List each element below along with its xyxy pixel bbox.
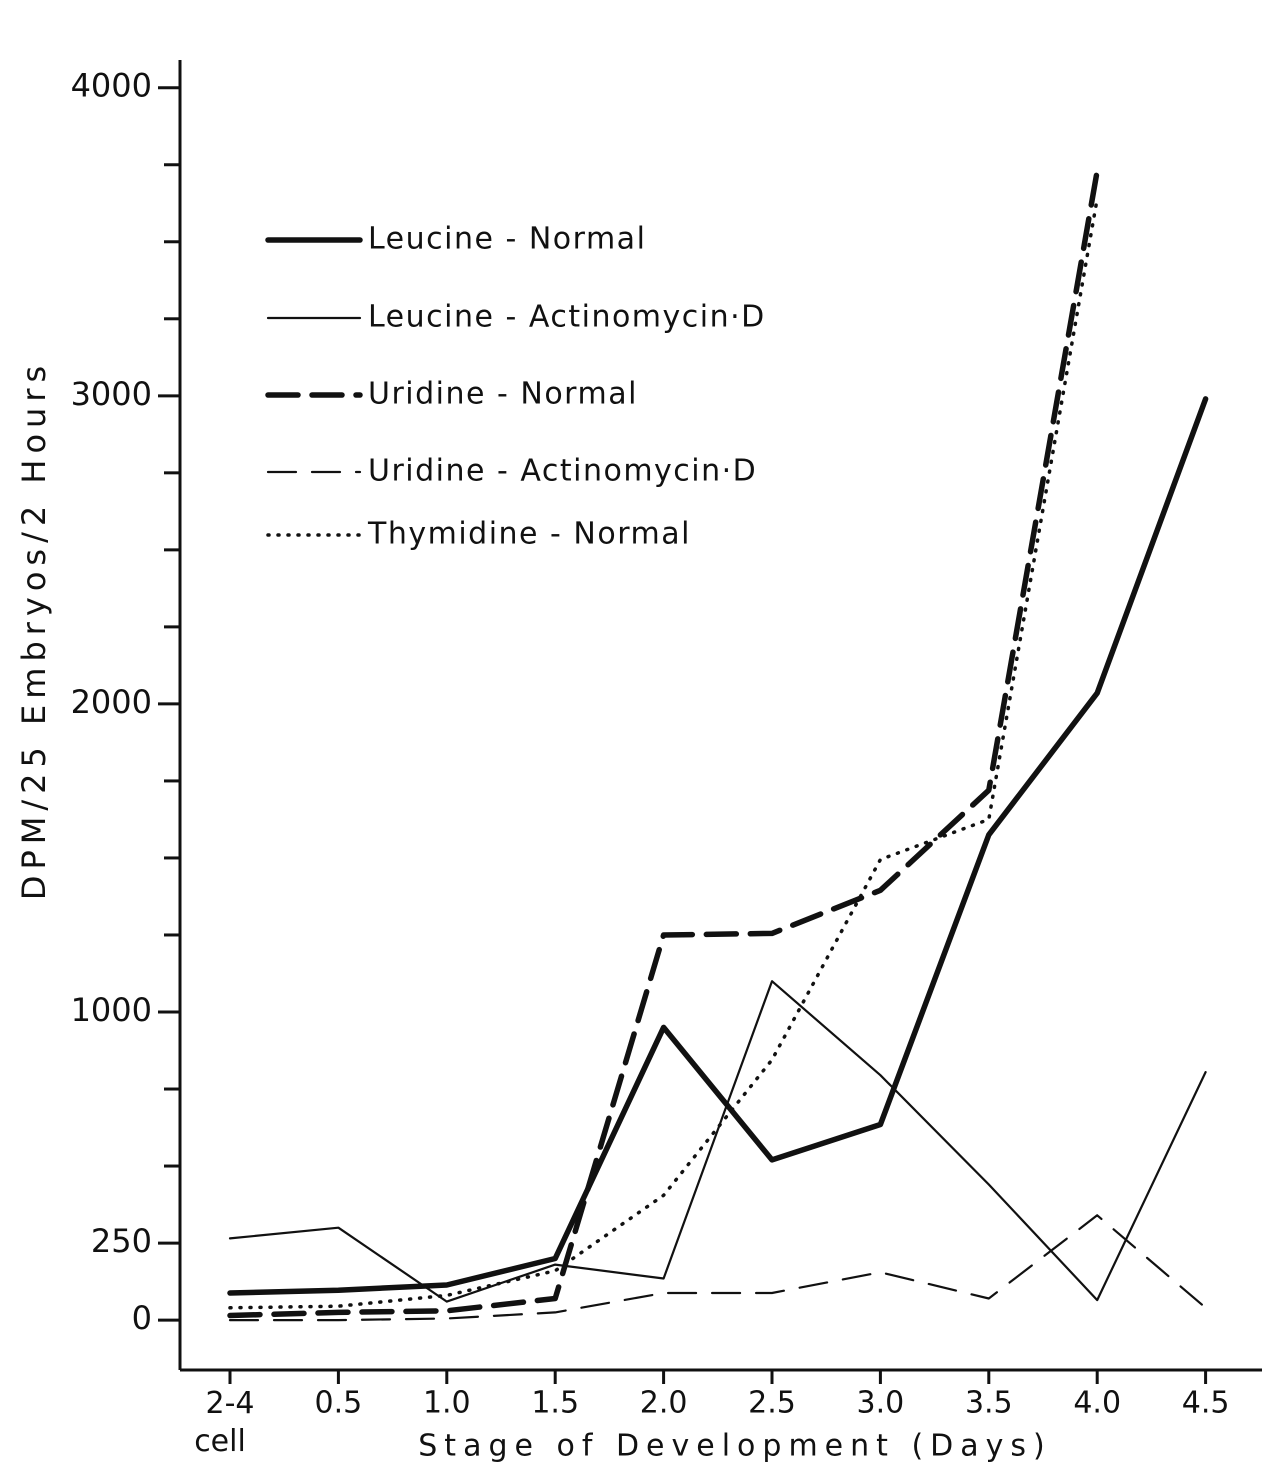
y-tick-label: 250 xyxy=(91,1222,152,1260)
series-line xyxy=(227,168,1100,1319)
x-axis-title: Stage of Development (Days) xyxy=(418,1429,1051,1464)
x-tick-label-line: cell xyxy=(194,1424,246,1459)
y-tick-label: 3000 xyxy=(71,375,152,413)
x-tick-label: 4.5 xyxy=(1182,1386,1230,1421)
y-tick-label: 4000 xyxy=(71,67,152,105)
x-tick-label: 2.5 xyxy=(748,1386,796,1421)
legend-label: Thymidine - Normal xyxy=(367,517,691,552)
legend-label: Leucine - Actinomycin·D xyxy=(368,300,766,335)
series-line xyxy=(227,396,1209,1296)
x-tick-label: 2-4 cell xyxy=(194,1386,254,1459)
x-tick-label: 1.5 xyxy=(531,1386,579,1421)
y-tick-label: 1000 xyxy=(71,991,152,1029)
x-tick-label: 3.0 xyxy=(857,1386,905,1421)
x-tick-label: 1.0 xyxy=(423,1386,471,1421)
legend-label: Uridine - Normal xyxy=(368,377,638,412)
series-line xyxy=(228,1214,1207,1322)
y-tick-label: 0 xyxy=(132,1299,152,1337)
series-line xyxy=(228,980,1207,1303)
x-tick-label: 2.0 xyxy=(640,1386,688,1421)
series-line xyxy=(228,196,1099,1310)
x-tick-label-line: 2-4 xyxy=(206,1386,255,1421)
x-tick-label: 0.5 xyxy=(315,1386,363,1421)
y-axis-title: DPM/25 Embryos/2 Hours xyxy=(15,360,53,900)
x-tick-label: 3.5 xyxy=(965,1386,1013,1421)
x-tick-label: 4.0 xyxy=(1073,1386,1121,1421)
legend-label: Uridine - Actinomycin·D xyxy=(368,454,757,489)
y-tick-label: 2000 xyxy=(71,683,152,721)
legend-label: Leucine - Normal xyxy=(368,222,646,257)
